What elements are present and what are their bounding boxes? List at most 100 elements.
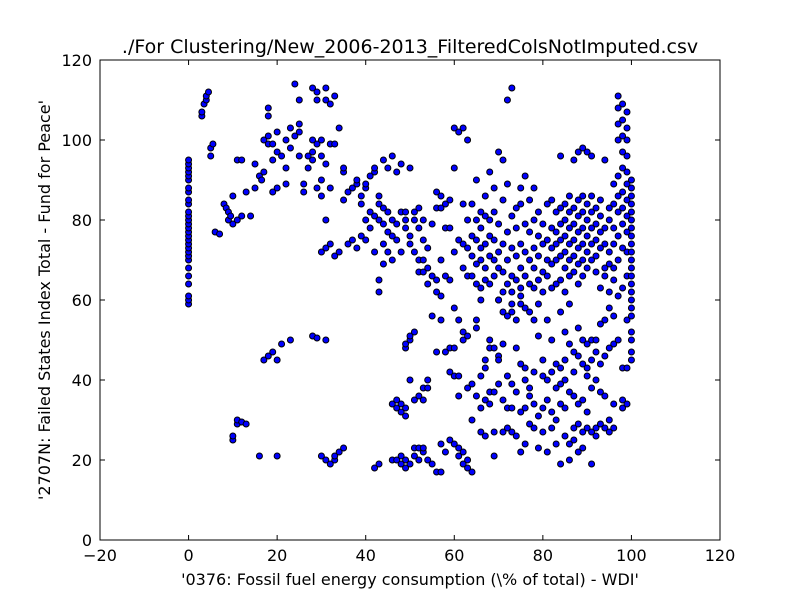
data-point (437, 468, 445, 476)
data-point (375, 200, 383, 208)
data-point (503, 256, 511, 264)
data-point (592, 236, 600, 244)
data-point (592, 348, 600, 356)
data-point (517, 360, 525, 368)
data-point (477, 224, 485, 232)
data-point (583, 232, 591, 240)
data-point (446, 436, 454, 444)
data-point (583, 408, 591, 416)
data-point (605, 216, 613, 224)
data-point (521, 220, 529, 228)
data-point (477, 404, 485, 412)
data-point (388, 152, 396, 160)
data-point (406, 240, 414, 248)
data-point (614, 256, 622, 264)
data-point (579, 360, 587, 368)
data-point (366, 224, 374, 232)
data-point (592, 252, 600, 260)
data-point (441, 448, 449, 456)
data-point (539, 268, 547, 276)
data-point (375, 192, 383, 200)
data-point (477, 372, 485, 380)
data-point (534, 300, 542, 308)
data-point (450, 124, 458, 132)
data-point (455, 316, 463, 324)
data-point (499, 428, 507, 436)
data-point (402, 208, 410, 216)
data-point (543, 236, 551, 244)
data-point (627, 304, 635, 312)
data-point (627, 176, 635, 184)
data-point (362, 180, 370, 188)
data-point (503, 312, 511, 320)
data-point (499, 340, 507, 348)
data-point (503, 180, 511, 188)
data-point (379, 156, 387, 164)
data-point (472, 236, 480, 244)
data-point (605, 304, 613, 312)
data-point (344, 188, 352, 196)
data-point (415, 456, 423, 464)
data-point (397, 460, 405, 468)
data-point (623, 124, 631, 132)
data-point (264, 132, 272, 140)
data-point (282, 136, 290, 144)
data-point (570, 252, 578, 260)
data-point (579, 396, 587, 404)
data-point (490, 272, 498, 280)
data-point (468, 468, 476, 476)
data-point (406, 332, 414, 340)
x-tick-label: −20 (83, 546, 117, 565)
data-point (588, 428, 596, 436)
data-point (614, 120, 622, 128)
data-point (561, 216, 569, 224)
data-point (521, 404, 529, 412)
data-point (481, 192, 489, 200)
data-point (397, 248, 405, 256)
data-point (185, 280, 193, 288)
data-point (548, 244, 556, 252)
data-point (543, 272, 551, 280)
data-point (273, 184, 281, 192)
data-point (512, 316, 520, 324)
data-point (517, 264, 525, 272)
data-point (450, 248, 458, 256)
data-point (601, 392, 609, 400)
data-point (565, 272, 573, 280)
data-point (455, 372, 463, 380)
data-point (508, 84, 516, 92)
data-point (468, 232, 476, 240)
data-point (588, 356, 596, 364)
data-point (601, 424, 609, 432)
data-point (499, 308, 507, 316)
data-point (247, 212, 255, 220)
data-point (455, 236, 463, 244)
data-point (357, 200, 365, 208)
data-point (481, 356, 489, 364)
data-point (472, 176, 480, 184)
data-point (503, 424, 511, 432)
data-point (357, 232, 365, 240)
data-point (605, 204, 613, 212)
data-point (441, 272, 449, 280)
data-point (477, 244, 485, 252)
data-point (583, 340, 591, 348)
data-point (592, 424, 600, 432)
data-point (424, 280, 432, 288)
data-point (340, 444, 348, 452)
data-point (393, 236, 401, 244)
data-point (601, 352, 609, 360)
y-axis-ticks: 0 20 40 60 80 100 120 (61, 51, 720, 550)
data-point (406, 232, 414, 240)
data-point (291, 132, 299, 140)
data-point (282, 180, 290, 188)
data-point (610, 240, 618, 248)
data-point (512, 224, 520, 232)
data-point (313, 140, 321, 148)
data-point (406, 460, 414, 468)
data-point (375, 216, 383, 224)
data-point (410, 216, 418, 224)
data-point (543, 396, 551, 404)
data-point (455, 444, 463, 452)
data-point (517, 292, 525, 300)
